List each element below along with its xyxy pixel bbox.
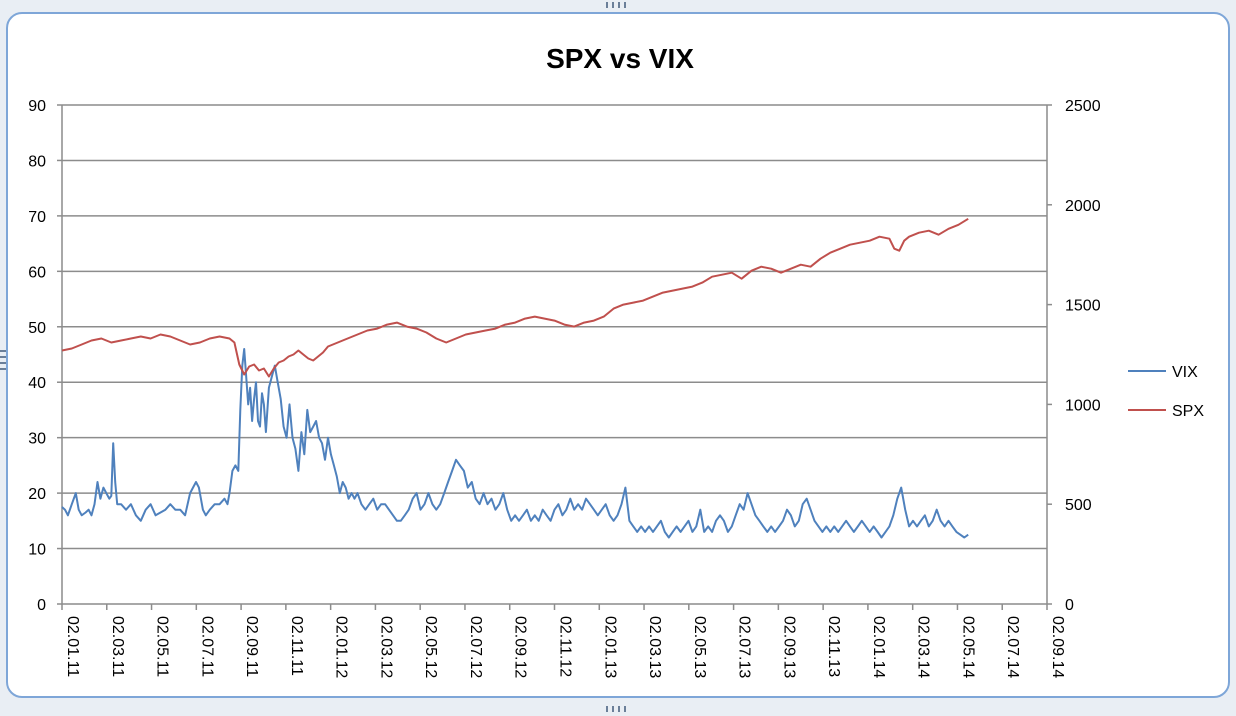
y-right-tick-label: 2000 [1065, 198, 1101, 215]
y-right-tick-label: 1500 [1065, 298, 1101, 315]
x-tick-label: 02.03.14 [915, 616, 932, 678]
series-lines [61, 217, 969, 539]
x-tick-label: 02.03.12 [377, 616, 394, 678]
y-left-tick-label: 40 [28, 375, 46, 392]
x-tick-label: 02.09.12 [512, 616, 529, 678]
axes [57, 104, 1052, 610]
x-tick-label: 02.07.14 [1004, 616, 1021, 678]
gridlines [62, 104, 1047, 550]
y-left-tick-label: 50 [28, 320, 46, 337]
y-left-tick-label: 0 [37, 597, 46, 614]
x-tick-label: 02.01.11 [64, 616, 81, 677]
x-tick-label: 02.09.13 [780, 616, 797, 678]
x-tick-label: 02.05.11 [154, 616, 171, 677]
y-right-tick-label: 0 [1065, 597, 1074, 614]
y-right-tick-label: 1000 [1065, 397, 1101, 414]
y-left-tick-label: 20 [28, 486, 46, 503]
y-left-tick-label: 10 [28, 542, 46, 559]
x-tick-label: 02.07.11 [198, 616, 215, 677]
chart-title: SPX vs VIX [546, 43, 694, 74]
x-tick-label: 02.09.14 [1049, 616, 1066, 678]
legend: VIX SPX [1128, 364, 1204, 420]
legend-label-spx: SPX [1172, 403, 1204, 420]
x-tick-label: 02.05.13 [691, 616, 708, 678]
x-tick-label: 02.01.12 [333, 616, 350, 678]
x-tick-label: 02.01.13 [601, 616, 618, 678]
y-left-tick-label: 80 [28, 153, 46, 170]
x-tick-label: 02.01.14 [870, 616, 887, 678]
x-tick-label: 02.03.11 [109, 616, 126, 677]
y-left-tick-label: 30 [28, 431, 46, 448]
x-tick-label: 02.07.13 [736, 616, 753, 678]
x-tick-label: 02.11.13 [825, 616, 842, 677]
series-line-vix [61, 348, 969, 539]
chart-area[interactable] [6, 12, 1230, 698]
y-left-tick-label: 70 [28, 209, 46, 226]
x-tick-label: 02.07.12 [467, 616, 484, 678]
y-right-tick-label: 2500 [1065, 98, 1101, 115]
x-tick-label: 02.05.14 [959, 616, 976, 678]
x-tick-label: 02.11.12 [557, 616, 574, 677]
legend-label-vix: VIX [1172, 364, 1198, 381]
tick-labels: 0 10 20 30 40 50 60 70 80 90 0 500 1000 1500 2000 2500 0… [28, 98, 1100, 678]
x-tick-label: 02.11.11 [288, 616, 305, 676]
y-left-tick-label: 60 [28, 264, 46, 281]
y-right-tick-label: 500 [1065, 497, 1092, 514]
x-tick-label: 02.05.12 [422, 616, 439, 678]
resize-handle-top[interactable] [606, 2, 630, 8]
resize-handle-bottom[interactable] [606, 706, 630, 712]
y-left-tick-label: 90 [28, 98, 46, 115]
series-line-spx [61, 217, 969, 378]
resize-handle-left[interactable] [0, 346, 6, 370]
x-tick-label: 02.03.13 [646, 616, 663, 678]
x-tick-label: 02.09.11 [243, 616, 260, 677]
